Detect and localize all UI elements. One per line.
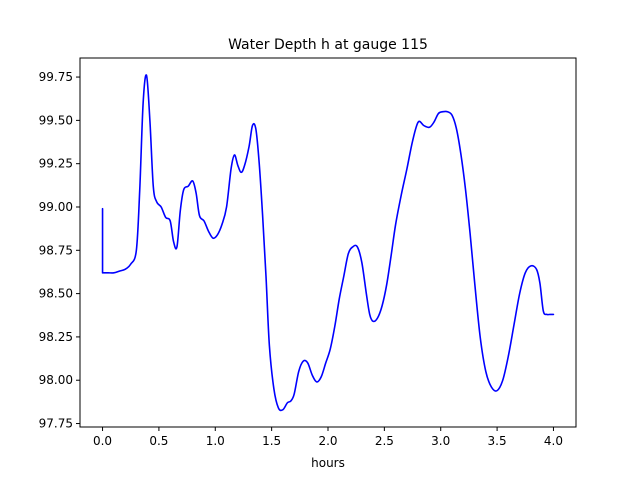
x-tick-label: 1.0 [206,434,225,448]
y-axis: 97.75 98.00 98.25 98.50 98.75 99.00 99.25 99.50… [39,70,80,431]
y-tick-label: 99.25 [39,157,73,171]
y-tick-label: 99.50 [39,113,73,127]
y-tick-label: 98.50 [39,287,73,301]
y-tick-label: 99.00 [39,200,73,214]
x-tick-label: 3.0 [431,434,450,448]
x-axis-label: hours [311,456,345,470]
x-tick-label: 0.5 [149,434,168,448]
chart-title: Water Depth h at gauge 115 [228,37,428,53]
x-axis: 0.0 0.5 1.0 1.5 2.0 2.5 3.0 3.5 4.0 [93,427,563,448]
x-tick-label: 3.5 [488,434,507,448]
x-tick-label: 1.5 [262,434,281,448]
y-tick-label: 99.75 [39,70,73,84]
x-tick-label: 2.0 [318,434,337,448]
y-tick-label: 98.00 [39,373,73,387]
y-tick-label: 97.75 [39,417,73,431]
x-tick-label: 2.5 [375,434,394,448]
series-line [101,74,555,412]
x-tick-label: 4.0 [544,434,563,448]
y-tick-label: 98.75 [39,243,73,257]
x-tick-label: 0.0 [93,434,112,448]
axes-frame [79,57,577,428]
plot-area [101,74,555,412]
y-tick-label: 98.25 [39,330,73,344]
